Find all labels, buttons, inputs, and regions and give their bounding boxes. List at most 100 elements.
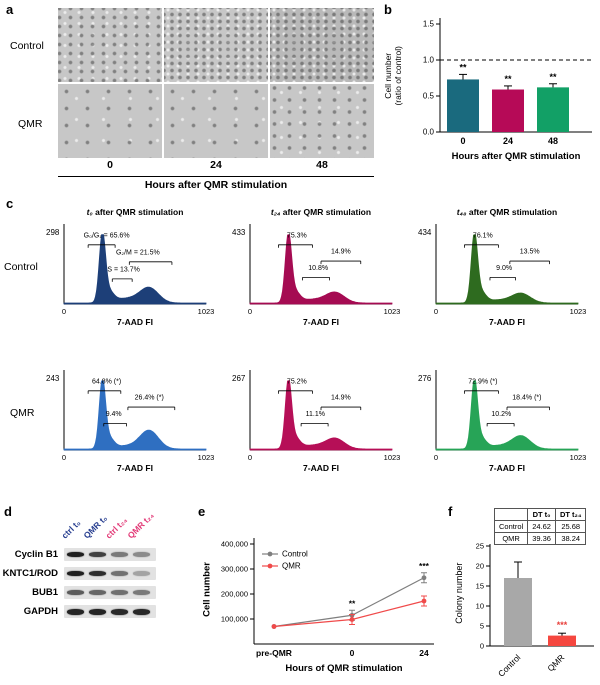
x-tick-label: 1023 bbox=[198, 307, 215, 316]
blot-band bbox=[66, 590, 84, 595]
lane-label: ctrl t₀ bbox=[59, 517, 83, 541]
blot-band bbox=[132, 608, 150, 615]
x-tick-label: 48 bbox=[548, 136, 558, 146]
y-tick-label: 1.5 bbox=[423, 20, 435, 29]
data-point-QMR bbox=[271, 624, 277, 629]
panel-b-label: b bbox=[384, 2, 392, 17]
population-label: G₀/G₁ = 65.6% bbox=[84, 232, 130, 239]
table-header-cell: DT t₂₄ bbox=[554, 508, 587, 521]
histogram-curve bbox=[63, 234, 207, 305]
x-tick-label: 0 bbox=[434, 453, 438, 462]
blot-strip bbox=[64, 605, 156, 618]
table-cell: 39.36 bbox=[527, 532, 556, 545]
x-tick-label: 1023 bbox=[384, 453, 401, 462]
panel-a-axis-line bbox=[58, 176, 374, 177]
significance-label: ** bbox=[504, 74, 512, 84]
x-axis-title: Hours after QMR stimulation bbox=[452, 151, 581, 162]
x-axis-title: 7-AAD FI bbox=[489, 317, 525, 327]
table-header-cell: DT t₀ bbox=[527, 508, 556, 521]
x-tick-label: 1023 bbox=[570, 453, 587, 462]
blot-band bbox=[88, 571, 106, 576]
blot-strip bbox=[64, 567, 156, 580]
blot-row: GAPDH bbox=[2, 605, 158, 622]
bar-0 bbox=[447, 79, 479, 132]
panel-d-label: d bbox=[4, 504, 12, 519]
y-tick-label: 5 bbox=[480, 622, 484, 631]
flow-histogram-control-t24: t₂₄ after QMR stimulation 433 75.3% 14.9% 10… bbox=[232, 207, 401, 327]
panel-c-row-label-control: Control bbox=[4, 261, 38, 273]
table-cell: 24.62 bbox=[527, 520, 556, 533]
blot-row: KNTC1/ROD bbox=[2, 567, 158, 584]
panel-a-label: a bbox=[6, 2, 14, 17]
western-blot: ctrl t₀ QMR t₀ ctrl t₂₄ QMR t₂₄ Cyclin B1 KNT… bbox=[2, 502, 198, 642]
protein-label: Cyclin B1 bbox=[14, 549, 58, 560]
protein-label: GAPDH bbox=[23, 606, 58, 617]
histogram-curve bbox=[435, 234, 579, 305]
x-tick-label: 24 bbox=[419, 648, 429, 658]
significance-label: *** bbox=[557, 620, 568, 630]
legend-marker bbox=[267, 563, 273, 569]
table-header-cell bbox=[493, 508, 529, 521]
panel-c-row-label-qmr: QMR bbox=[10, 407, 35, 419]
x-tick-label: 0 bbox=[248, 307, 252, 316]
micrograph-qmr-0h bbox=[58, 84, 162, 158]
x-tick-label: 0 bbox=[62, 307, 66, 316]
micrograph-control-0h bbox=[58, 8, 162, 82]
micrograph-qmr-48h bbox=[270, 84, 374, 158]
bar-chart-colony-number: 0 5 10 15 20 25 Control *** QMR bbox=[476, 542, 594, 679]
histogram-curve bbox=[63, 380, 207, 451]
histogram-curve bbox=[249, 234, 393, 305]
blot-band bbox=[88, 552, 106, 557]
blot-band bbox=[66, 608, 84, 615]
x-tick-label: QMR bbox=[545, 652, 566, 673]
y-tick-label: 10 bbox=[476, 602, 484, 611]
y-tick-label: 0.5 bbox=[423, 92, 435, 101]
y-tick-label: 0 bbox=[480, 642, 484, 651]
population-label: 75.3% bbox=[287, 232, 307, 239]
blot-band bbox=[110, 571, 128, 576]
population-label: 9.4% bbox=[106, 411, 122, 418]
table-row-name: QMR bbox=[493, 532, 529, 545]
population-label: 72.9% (*) bbox=[468, 378, 497, 385]
table-row: Control 24.62 25.68 bbox=[493, 520, 587, 533]
y-tick-label: 1.0 bbox=[423, 56, 435, 65]
panel-a-col-48: 48 bbox=[316, 159, 328, 171]
population-label: 75.2% bbox=[287, 378, 307, 385]
y-tick-label: 25 bbox=[476, 542, 484, 551]
bar-QMR bbox=[548, 635, 576, 646]
y-tick-label: 0.0 bbox=[423, 128, 435, 137]
y-max-count: 276 bbox=[418, 374, 432, 383]
flow-histogram-qmr-t0: 243 64.8% (*) 26.4% (*) 9.4% 0 1023 7-AAD FI bbox=[46, 370, 214, 473]
x-tick-label: 0 bbox=[62, 453, 66, 462]
x-tick-label: 1023 bbox=[384, 307, 401, 316]
population-label: 18.4% (*) bbox=[512, 395, 541, 402]
panel-b-ylabel-line1: Cell number bbox=[383, 52, 394, 99]
table-row-name: Control bbox=[493, 520, 529, 533]
panel-a-row-label-qmr: QMR bbox=[18, 118, 43, 130]
bar-24 bbox=[492, 89, 524, 132]
population-label: 10.8% bbox=[308, 265, 328, 272]
bar-Control bbox=[504, 578, 532, 646]
x-tick-label: pre-QMR bbox=[256, 648, 292, 658]
x-tick-label: 0 bbox=[350, 648, 355, 658]
blot-band bbox=[66, 552, 84, 557]
data-point-QMR bbox=[349, 617, 355, 622]
flow-histogram-control-t48: t₄₈ after QMR stimulation 434 76.1% 13.5% 9.… bbox=[418, 207, 586, 327]
doubling-time-table: DT t₀ DT t₂₄ Control 24.62 25.68 QMR 39.36 38.2… bbox=[493, 508, 587, 545]
blot-strip bbox=[64, 586, 156, 599]
x-axis-title: 7-AAD FI bbox=[489, 463, 525, 473]
histogram-title: t₂₄ after QMR stimulation bbox=[271, 207, 371, 217]
line-chart-cell-number: 100,000200,000300,000400,000*****Control… bbox=[221, 538, 434, 674]
data-point-Control bbox=[421, 575, 427, 581]
blot-band bbox=[110, 608, 128, 615]
population-label: 10.2% bbox=[491, 411, 511, 418]
panel-b-ylabel-line2: (ratio of control) bbox=[393, 46, 403, 106]
protein-label: KNTC1/ROD bbox=[2, 568, 58, 579]
x-axis-title: 7-AAD FI bbox=[117, 463, 153, 473]
population-label: 11.1% bbox=[306, 411, 325, 418]
y-tick-label: 20 bbox=[476, 562, 484, 571]
flow-histogram-qmr-t24: 267 75.2% 14.9% 11.1% 0 1023 7-AAD FI bbox=[232, 370, 401, 473]
x-tick-label: 24 bbox=[503, 136, 513, 146]
panel-a-x-axis-title: Hours after QMR stimulation bbox=[144, 179, 288, 191]
